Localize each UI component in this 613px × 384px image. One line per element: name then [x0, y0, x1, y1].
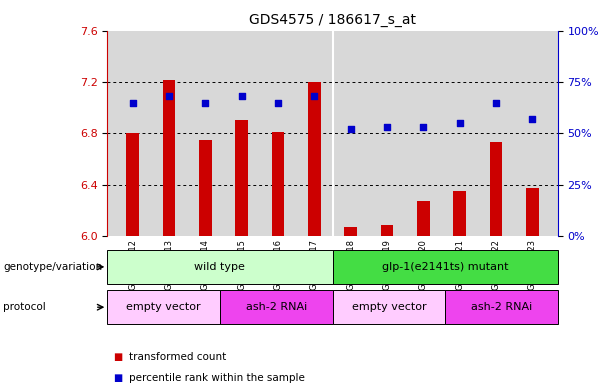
Point [273, 99, 283, 106]
Point [200, 99, 210, 106]
Point [491, 99, 501, 106]
Point [455, 120, 465, 126]
Text: protocol: protocol [3, 302, 46, 312]
Text: empty vector: empty vector [126, 302, 201, 312]
Text: glp-1(e2141ts) mutant: glp-1(e2141ts) mutant [382, 262, 508, 272]
Bar [445, 290, 558, 324]
Point [237, 93, 246, 99]
Text: empty vector: empty vector [352, 302, 426, 312]
Bar [490, 142, 503, 236]
Bar [333, 250, 558, 284]
Bar [162, 79, 175, 236]
Point [310, 93, 319, 99]
Point [528, 116, 538, 122]
Bar [345, 227, 357, 236]
Text: ash-2 RNAi: ash-2 RNAi [246, 302, 307, 312]
Bar [199, 140, 211, 236]
Bar [235, 120, 248, 236]
Bar [417, 202, 430, 236]
Text: ■: ■ [113, 352, 123, 362]
Point [128, 99, 137, 106]
Bar [526, 188, 539, 236]
Bar [333, 290, 445, 324]
Text: ash-2 RNAi: ash-2 RNAi [471, 302, 532, 312]
Bar [272, 132, 284, 236]
Text: percentile rank within the sample: percentile rank within the sample [129, 373, 305, 383]
Bar [107, 250, 333, 284]
Point [419, 124, 428, 130]
Point [164, 93, 174, 99]
Bar [454, 190, 466, 236]
Point [382, 124, 392, 130]
Bar [381, 225, 394, 236]
Text: genotype/variation: genotype/variation [3, 262, 102, 272]
Text: transformed count: transformed count [129, 352, 226, 362]
Title: GDS4575 / 186617_s_at: GDS4575 / 186617_s_at [249, 13, 416, 27]
Bar [126, 134, 139, 236]
Point [346, 126, 356, 132]
Text: ■: ■ [113, 373, 123, 383]
Bar [220, 290, 333, 324]
Bar [308, 82, 321, 236]
Bar [107, 290, 220, 324]
Text: wild type: wild type [194, 262, 245, 272]
